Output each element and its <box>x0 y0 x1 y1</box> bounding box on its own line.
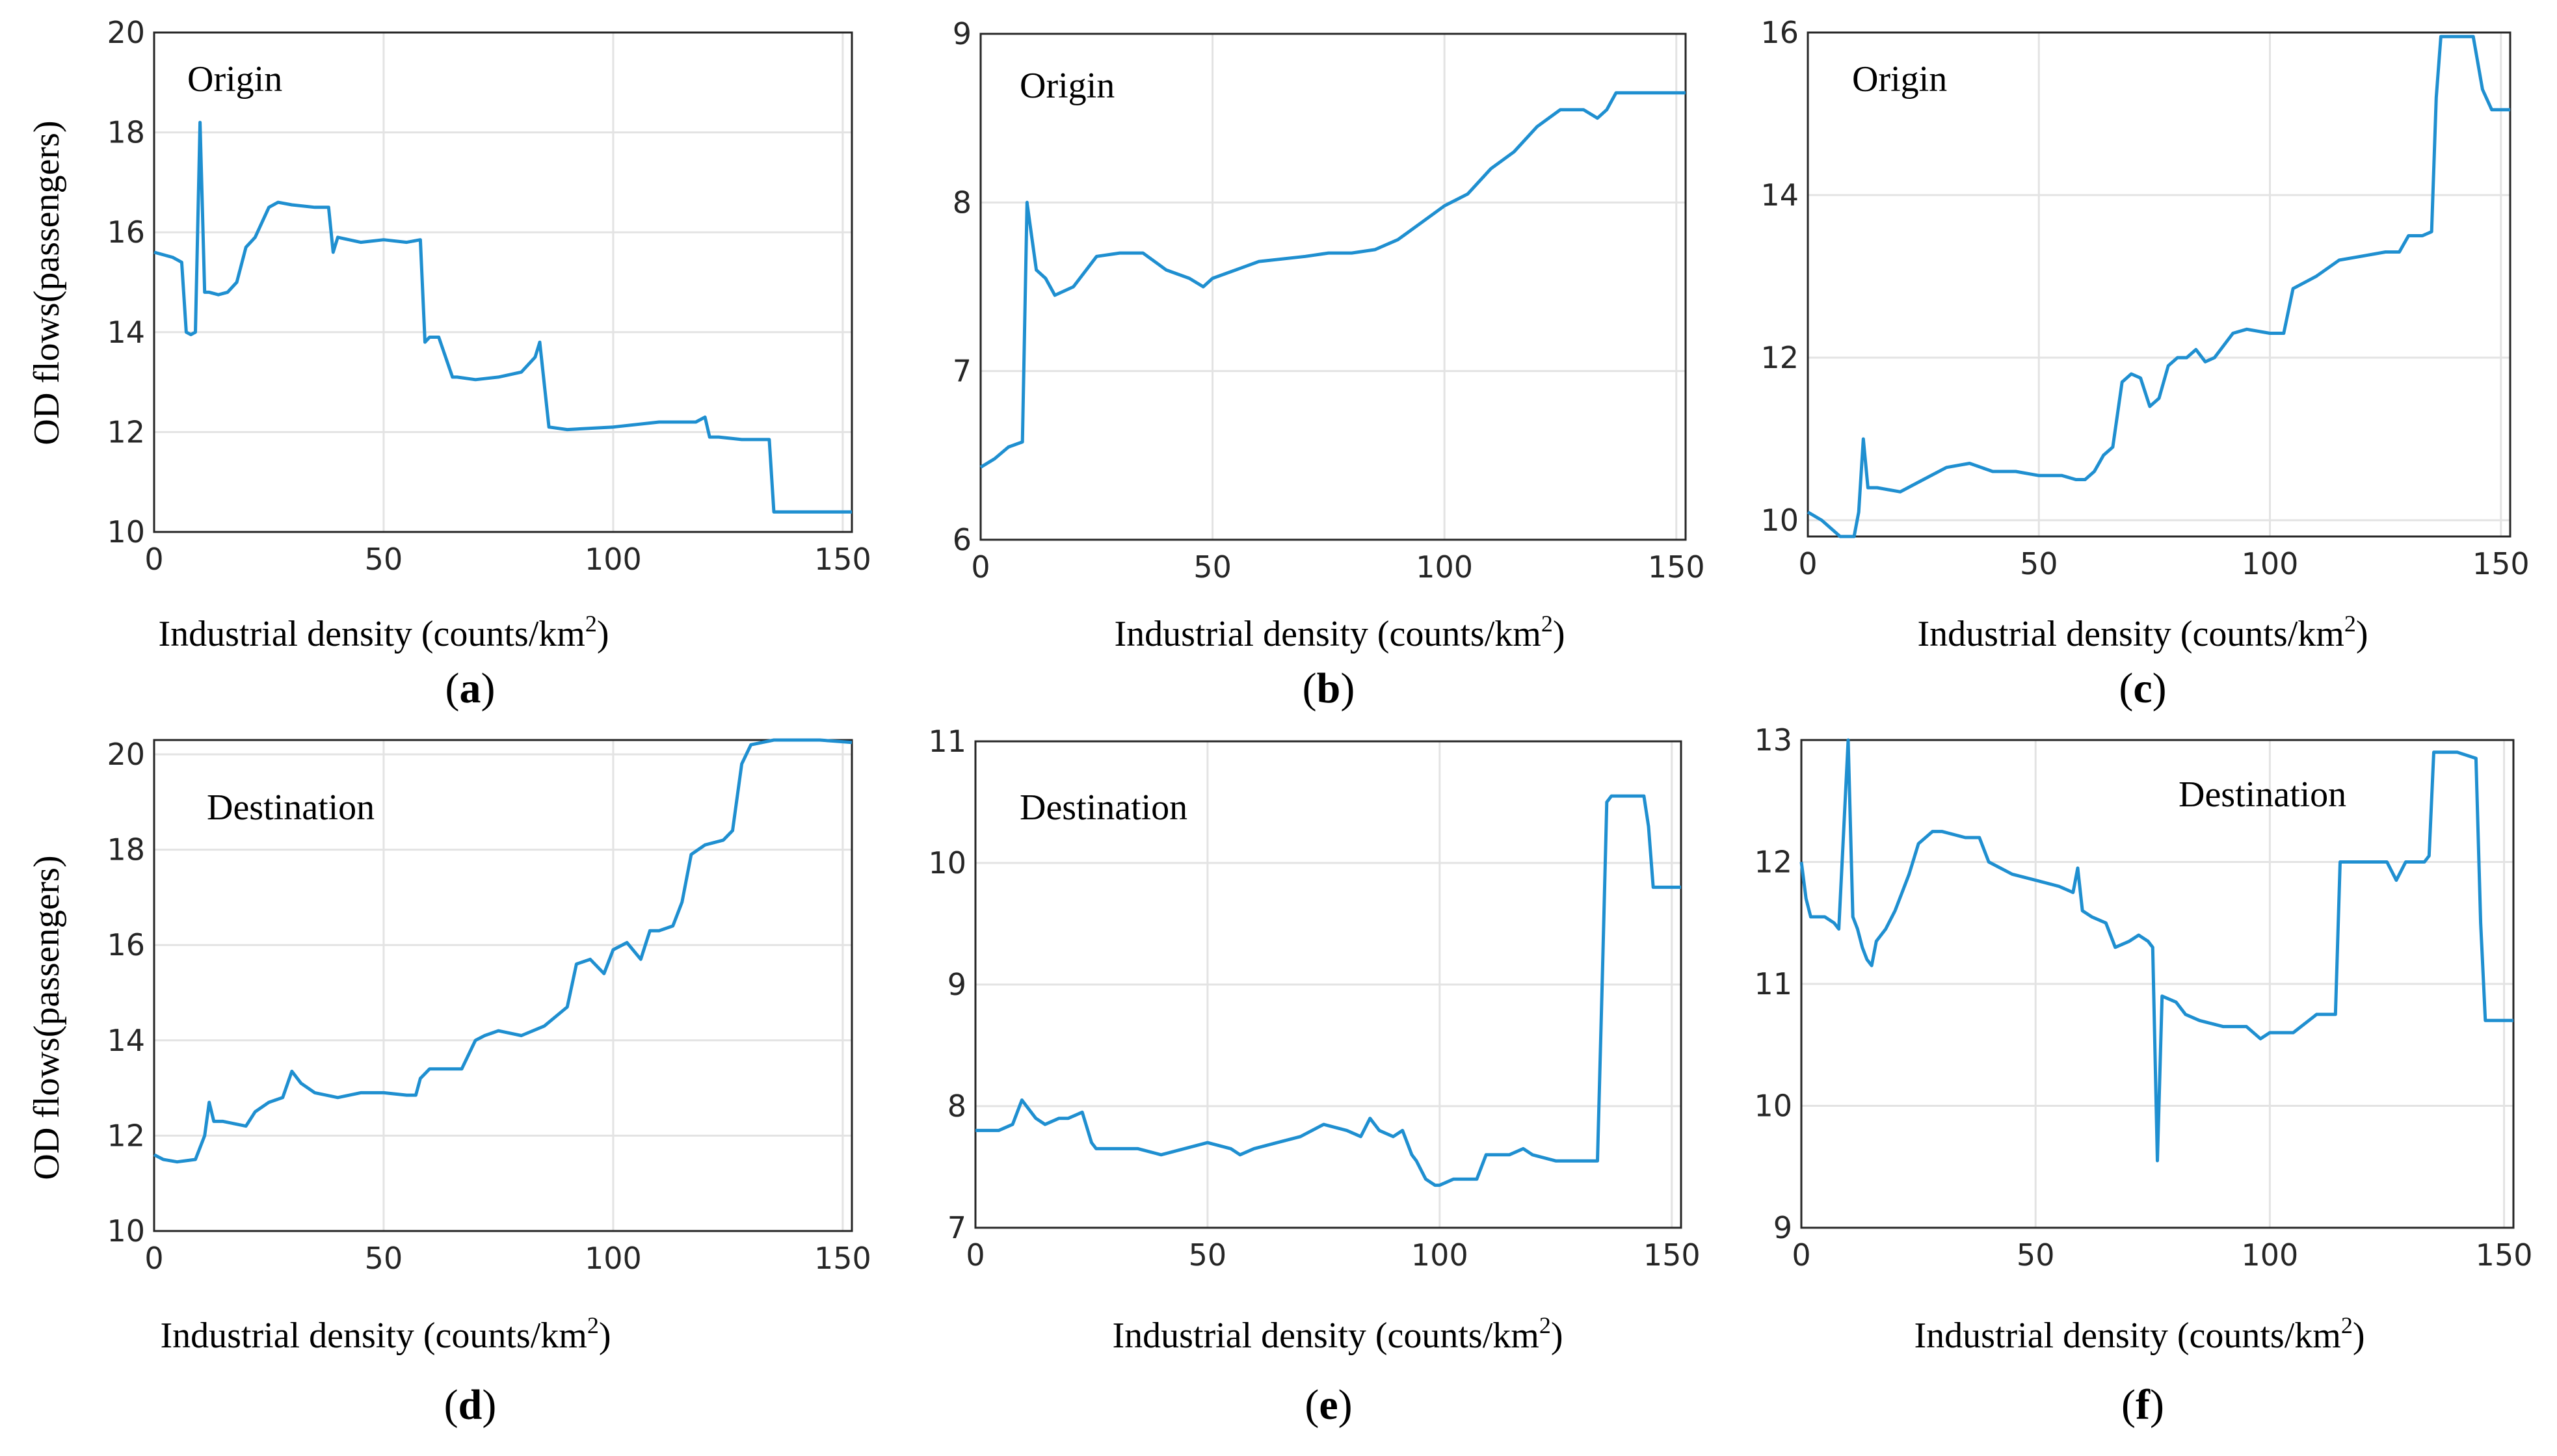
y-tick-label: 16 <box>107 927 145 962</box>
x-tick-label: 100 <box>585 542 642 577</box>
panel-a: OD flows(passengers) Industrial density … <box>27 15 871 712</box>
panel-b: Industrial density (counts/km2) (b) 0 50 1… <box>953 16 1705 712</box>
y-tick-label: 6 <box>953 522 972 557</box>
annotation-e: Destination <box>1020 788 1187 828</box>
y-tick-label: 7 <box>953 354 972 389</box>
series-line-f <box>1799 738 2513 1163</box>
xlabel-b: Industrial density (counts/km2) <box>1114 611 1565 654</box>
x-tick-label: 100 <box>2241 1238 2298 1273</box>
y-tick-label: 9 <box>953 16 972 51</box>
y-tick-label: 9 <box>1773 1210 1792 1245</box>
panel-label-f: (f) <box>2121 1381 2164 1429</box>
y-tick-label: 12 <box>107 414 145 449</box>
annotation-f: Destination <box>2179 774 2346 815</box>
plot-area-d <box>153 739 853 1232</box>
x-tick-label: 100 <box>1411 1238 1468 1273</box>
x-tick-label: 100 <box>585 1241 642 1276</box>
x-tick-label: 150 <box>814 1241 871 1276</box>
xlabel-d: Industrial density (counts/km2) <box>160 1312 611 1356</box>
x-tick-label: 0 <box>144 542 163 577</box>
x-tick-label: 150 <box>1643 1238 1701 1273</box>
y-tick-label: 12 <box>107 1118 145 1153</box>
y-tick-label: 10 <box>107 1213 145 1249</box>
y-tick-label: 18 <box>107 115 145 150</box>
y-tick-label: 8 <box>953 185 972 220</box>
y-tick-label: 11 <box>1754 966 1792 1001</box>
series-line-e <box>975 794 1681 1187</box>
annotation-d: Destination <box>207 788 375 828</box>
panel-label-e: (e) <box>1305 1381 1352 1429</box>
axes-frame-d <box>153 739 853 1232</box>
plot-area-c <box>1807 31 2511 538</box>
x-tick-label: 50 <box>365 542 403 577</box>
y-tick-label: 20 <box>107 737 145 772</box>
panel-f: Industrial density (counts/km2) (f) 0 50 1… <box>1754 722 2532 1429</box>
annotation-a: Origin <box>187 59 282 99</box>
y-tick-label: 9 <box>947 967 966 1002</box>
axes-frame-a <box>153 31 853 533</box>
y-tick-label: 14 <box>107 1023 145 1058</box>
series-line-b <box>979 91 1686 469</box>
y-tick-label: 10 <box>107 514 145 549</box>
x-tick-label: 50 <box>2020 546 2058 581</box>
x-tick-label: 150 <box>2476 1238 2533 1273</box>
series-line-c <box>1807 34 2510 538</box>
panel-e: Industrial density (counts/km2) (e) 0 50 1… <box>928 724 1700 1429</box>
x-tick-label: 150 <box>2472 546 2530 581</box>
y-tick-label: 16 <box>1760 15 1799 50</box>
x-tick-label: 50 <box>1189 1238 1227 1273</box>
axes-frame-f <box>1800 739 2515 1229</box>
panel-label-a: (a) <box>445 665 496 712</box>
y-tick-label: 18 <box>107 832 145 867</box>
x-tick-label: 100 <box>2242 546 2299 581</box>
axes-frame-c <box>1807 31 2511 538</box>
x-tick-label: 0 <box>966 1238 985 1273</box>
series-line-a <box>153 120 852 514</box>
panel-d: OD flows(passengers) Industrial density … <box>27 737 871 1429</box>
annotation-c: Origin <box>1852 59 1947 99</box>
x-tick-label: 50 <box>1193 549 1232 585</box>
ylabel-d: OD flows(passengers) <box>27 855 67 1180</box>
y-tick-label: 8 <box>947 1089 966 1124</box>
x-tick-label: 50 <box>365 1241 403 1276</box>
y-tick-label: 12 <box>1754 845 1792 880</box>
y-tick-label: 11 <box>928 724 966 759</box>
x-tick-label: 0 <box>1792 1238 1810 1273</box>
xlabel-c: Industrial density (counts/km2) <box>1917 611 2368 654</box>
y-tick-label: 10 <box>1760 503 1799 538</box>
y-tick-label: 12 <box>1760 340 1799 375</box>
panel-label-c: (c) <box>2119 665 2166 712</box>
annotation-b: Origin <box>1020 66 1115 106</box>
x-tick-label: 0 <box>971 549 990 585</box>
panel-c: Industrial density (counts/km2) (c) 0 50 1… <box>1760 15 2529 712</box>
axes-frame-b <box>979 33 1687 541</box>
y-tick-label: 14 <box>107 315 145 350</box>
x-tick-label: 150 <box>1648 549 1705 585</box>
x-tick-label: 0 <box>144 1241 163 1276</box>
y-tick-label: 10 <box>928 845 966 880</box>
panel-label-d: (d) <box>444 1381 497 1429</box>
axes-frame-e <box>974 740 1682 1229</box>
y-tick-label: 20 <box>107 15 145 50</box>
xlabel-e: Industrial density (counts/km2) <box>1112 1312 1563 1356</box>
plot-area-a <box>153 31 853 533</box>
panel-label-b: (b) <box>1303 665 1355 712</box>
x-tick-label: 150 <box>814 542 871 577</box>
x-tick-label: 0 <box>1798 546 1817 581</box>
series-line-d <box>153 738 853 1164</box>
ylabel-a: OD flows(passengers) <box>27 120 67 445</box>
xlabel-f: Industrial density (counts/km2) <box>1914 1312 2365 1356</box>
x-tick-label: 100 <box>1416 549 1473 585</box>
xlabel-a: Industrial density (counts/km2) <box>158 611 609 654</box>
y-tick-label: 14 <box>1760 178 1799 213</box>
y-tick-label: 7 <box>947 1210 966 1245</box>
x-tick-label: 50 <box>2017 1238 2055 1273</box>
y-tick-label: 10 <box>1754 1089 1792 1124</box>
y-tick-label: 16 <box>107 215 145 250</box>
y-tick-label: 13 <box>1754 722 1792 758</box>
